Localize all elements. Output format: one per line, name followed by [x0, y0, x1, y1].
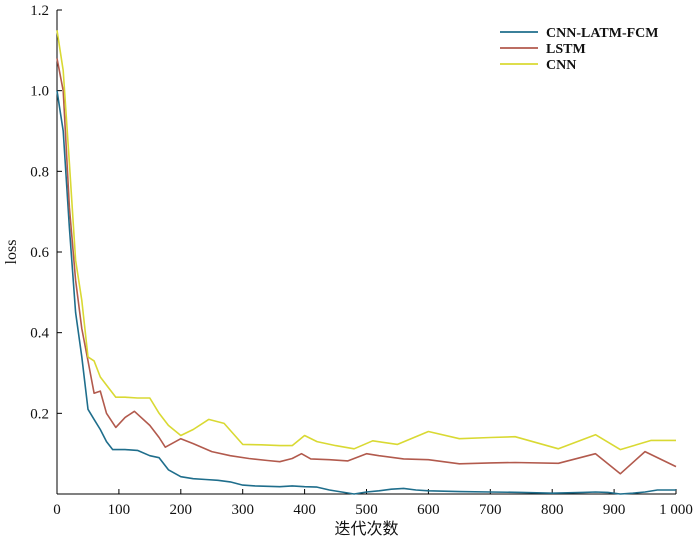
- legend-label: CNN: [546, 58, 576, 73]
- x-tick-label: 200: [170, 502, 193, 518]
- x-tick-label: 900: [603, 502, 626, 518]
- y-axis-title: loss: [3, 240, 20, 265]
- series-lines: [56, 30, 677, 495]
- x-tick-label: 100: [108, 502, 131, 518]
- axis-ticks: 0 100 200 300 400 500 600 700 800 900 1 000 0.2 0.4 0…: [30, 3, 693, 518]
- series-line-cnn-latm-fcm: [56, 90, 676, 495]
- x-tick-label: 300: [231, 502, 254, 518]
- legend-label: CNN-LATM-FCM: [546, 26, 659, 41]
- series-line-cnn: [56, 30, 676, 451]
- y-tick-label: 0.4: [30, 326, 49, 342]
- y-tick-label: 1.0: [30, 84, 49, 100]
- x-axis-title: 迭代次数: [334, 520, 398, 538]
- y-tick-label: 0.6: [30, 245, 49, 261]
- y-tick-label: 1.2: [30, 3, 49, 19]
- x-tick-label: 400: [293, 502, 316, 518]
- plot-area: [56, 10, 676, 495]
- legend-label: LSTM: [546, 42, 586, 57]
- x-tick-label: 0: [53, 502, 61, 518]
- series-line-lstm: [56, 58, 677, 475]
- x-tick-label: 800: [541, 502, 564, 518]
- x-tick-label: 1 000: [659, 502, 693, 518]
- x-tick-label: 600: [417, 502, 440, 518]
- y-tick-label: 0.8: [30, 164, 49, 180]
- y-tick-label: 0.2: [30, 406, 49, 422]
- x-tick-label: 700: [479, 502, 502, 518]
- x-tick-label: 500: [355, 502, 378, 518]
